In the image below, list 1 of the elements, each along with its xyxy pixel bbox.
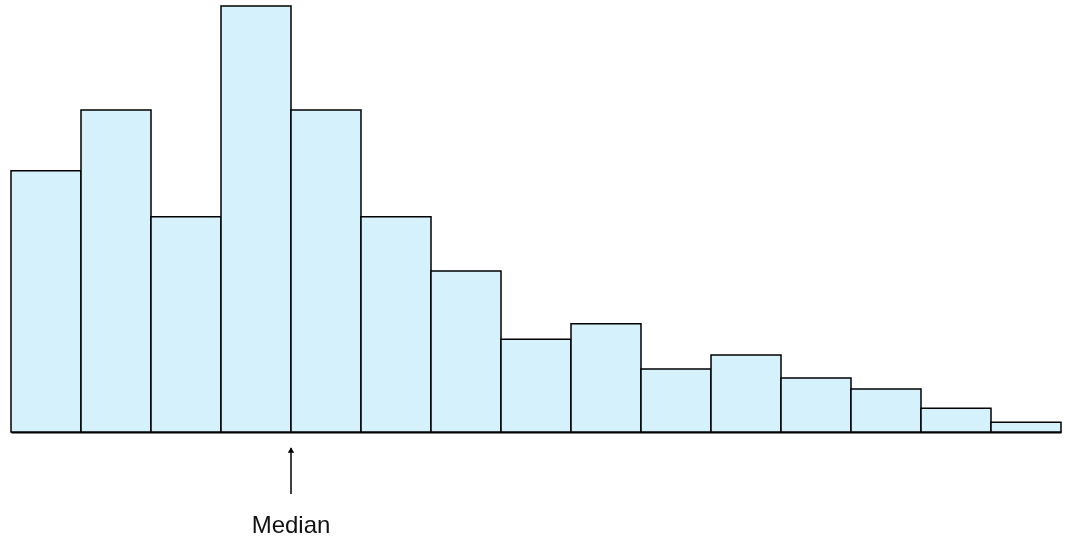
- text: Median: [251, 511, 331, 538]
